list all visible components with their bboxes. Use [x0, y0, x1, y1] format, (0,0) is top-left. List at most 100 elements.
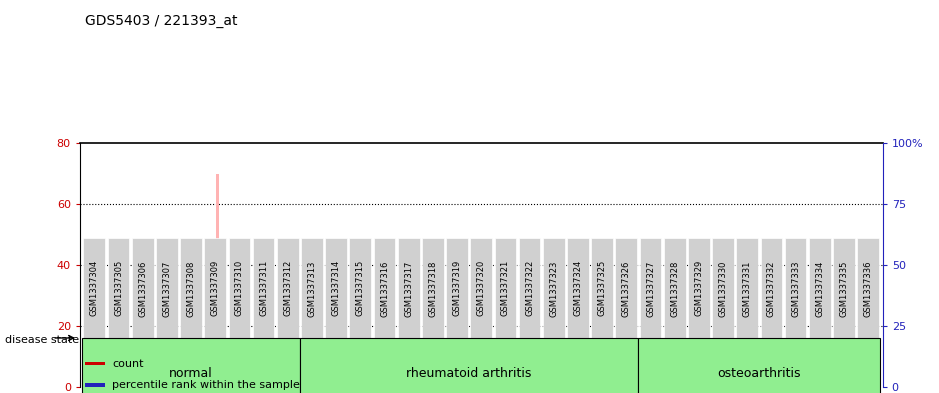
FancyBboxPatch shape — [543, 238, 564, 387]
Bar — [389, 365, 393, 387]
Text: GSM1337318: GSM1337318 — [428, 260, 438, 316]
Bar — [719, 355, 723, 387]
Bar — [864, 373, 868, 387]
Text: GSM1337307: GSM1337307 — [162, 260, 172, 316]
FancyBboxPatch shape — [156, 238, 177, 387]
Bar — [510, 380, 514, 387]
Bar — [582, 367, 586, 387]
Bar — [259, 380, 263, 387]
Bar — [172, 355, 176, 387]
Text: GSM1337316: GSM1337316 — [380, 260, 389, 316]
Bar — [269, 380, 272, 387]
Bar — [723, 326, 727, 387]
Bar — [506, 372, 510, 387]
Bar — [207, 385, 210, 387]
Text: GSM1337314: GSM1337314 — [331, 260, 341, 316]
Bar — [752, 375, 756, 387]
FancyBboxPatch shape — [712, 238, 734, 387]
Text: GSM1337313: GSM1337313 — [307, 260, 316, 316]
Text: GSM1337306: GSM1337306 — [138, 260, 147, 316]
Bar — [747, 351, 751, 387]
Bar — [429, 363, 433, 387]
FancyBboxPatch shape — [688, 238, 710, 387]
Text: GSM1337336: GSM1337336 — [864, 260, 872, 317]
Bar — [873, 373, 876, 387]
Bar — [593, 385, 597, 387]
Text: rheumatoid arthritis: rheumatoid arthritis — [407, 367, 531, 380]
FancyBboxPatch shape — [301, 238, 323, 387]
Bar — [642, 385, 646, 387]
Bar — [328, 385, 331, 387]
FancyBboxPatch shape — [131, 238, 154, 387]
Bar — [598, 375, 602, 387]
Text: GSM1337308: GSM1337308 — [187, 260, 195, 316]
Bar — [607, 375, 610, 387]
Text: count: count — [113, 358, 144, 369]
Bar — [501, 380, 505, 387]
Bar — [195, 365, 199, 387]
FancyBboxPatch shape — [325, 238, 347, 387]
Bar — [424, 385, 428, 387]
Bar — [680, 375, 683, 387]
FancyBboxPatch shape — [205, 238, 226, 387]
Bar — [385, 342, 389, 387]
Bar — [244, 375, 248, 387]
Text: GDS5403 / 221393_at: GDS5403 / 221393_at — [85, 14, 237, 28]
Bar — [820, 326, 824, 387]
Text: GSM1337319: GSM1337319 — [453, 260, 462, 316]
Bar — [534, 367, 538, 387]
Bar — [715, 385, 718, 387]
Text: GSM1337329: GSM1337329 — [694, 260, 703, 316]
Bar — [183, 385, 186, 387]
Bar — [332, 375, 336, 387]
Bar — [313, 290, 316, 387]
Text: GSM1337334: GSM1337334 — [815, 260, 824, 316]
FancyBboxPatch shape — [228, 238, 251, 387]
FancyBboxPatch shape — [398, 238, 420, 387]
Bar — [646, 367, 650, 387]
Text: GSM1337331: GSM1337331 — [743, 260, 752, 316]
Bar — [849, 355, 853, 387]
Bar — [695, 380, 699, 387]
Bar — [341, 375, 345, 387]
Bar — [574, 367, 577, 387]
Bar — [216, 174, 220, 387]
Bar — [284, 382, 287, 387]
FancyBboxPatch shape — [518, 238, 541, 387]
Bar — [255, 385, 259, 387]
Bar — [236, 375, 239, 387]
Bar — [438, 363, 441, 387]
Bar — [462, 363, 466, 387]
Bar — [796, 357, 800, 387]
Text: normal: normal — [169, 367, 213, 380]
Bar — [288, 357, 292, 387]
Text: GSM1337304: GSM1337304 — [90, 260, 99, 316]
FancyBboxPatch shape — [349, 238, 371, 387]
Bar — [603, 347, 607, 387]
Bar — [546, 385, 549, 387]
Bar — [840, 355, 843, 387]
Bar — [651, 351, 654, 387]
Bar — [549, 346, 553, 387]
FancyBboxPatch shape — [83, 338, 300, 393]
Bar — [231, 385, 235, 387]
Bar — [626, 335, 630, 387]
Text: disease state: disease state — [5, 335, 79, 345]
Text: GSM1337333: GSM1337333 — [791, 260, 800, 317]
Bar — [497, 385, 500, 387]
Bar — [844, 326, 848, 387]
Text: GSM1337305: GSM1337305 — [114, 260, 123, 316]
Text: GSM1337320: GSM1337320 — [477, 260, 485, 316]
Bar — [800, 373, 804, 387]
Text: GSM1337309: GSM1337309 — [210, 260, 220, 316]
FancyBboxPatch shape — [567, 238, 589, 387]
Bar — [530, 347, 533, 387]
Text: GSM1337323: GSM1337323 — [549, 260, 559, 316]
Bar — [264, 372, 268, 387]
Bar — [521, 385, 525, 387]
Bar — [239, 363, 243, 387]
Bar — [482, 375, 485, 387]
Bar — [187, 365, 191, 387]
FancyBboxPatch shape — [108, 238, 130, 387]
Bar — [123, 373, 127, 387]
